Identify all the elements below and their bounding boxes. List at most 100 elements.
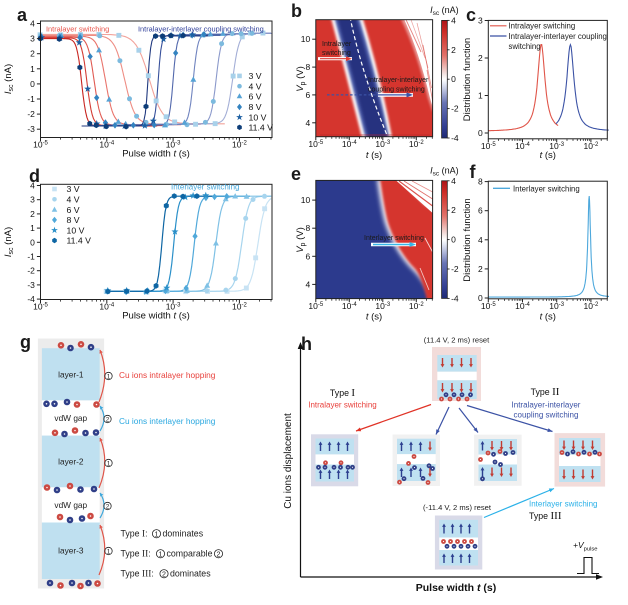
svg-text:switching: switching [509, 42, 541, 51]
svg-text:Intralayer: Intralayer [322, 41, 352, 48]
svg-text:2: 2 [217, 550, 221, 558]
svg-text:+Vpulse: +Vpulse [573, 540, 598, 553]
svg-text:0: 0 [30, 237, 35, 247]
svg-text:2: 2 [106, 416, 110, 423]
svg-text:-3: -3 [27, 280, 35, 290]
svg-text:10-4: 10-4 [99, 302, 114, 312]
svg-text:-4: -4 [27, 294, 35, 304]
svg-text:coupling switching: coupling switching [514, 411, 579, 420]
svg-text:c: c [466, 5, 476, 25]
svg-text:Interlayer switching: Interlayer switching [529, 500, 597, 509]
svg-text:10-2: 10-2 [409, 139, 424, 149]
svg-text:Isc (nA): Isc (nA) [430, 166, 459, 178]
svg-text:6 V: 6 V [249, 91, 262, 101]
svg-text:2: 2 [478, 264, 483, 274]
svg-text:1: 1 [107, 548, 111, 555]
svg-text:10-4: 10-4 [515, 141, 530, 151]
svg-text:Cu ions displacement: Cu ions displacement [283, 413, 294, 509]
svg-text:(-11.4 V, 2 ms) reset: (-11.4 V, 2 ms) reset [423, 503, 492, 512]
svg-text:Intralayer switching: Intralayer switching [308, 401, 376, 410]
svg-text:10-5: 10-5 [308, 301, 323, 311]
svg-text:10-3: 10-3 [166, 302, 181, 312]
svg-text:Interlayer switching: Interlayer switching [513, 184, 580, 193]
svg-text:t (s): t (s) [366, 150, 382, 161]
svg-text:10: 10 [301, 34, 311, 44]
svg-text:2: 2 [451, 205, 456, 215]
svg-text:Type I:: Type I: [121, 529, 148, 540]
svg-text:-2: -2 [27, 109, 35, 119]
svg-text:10 V: 10 V [67, 225, 85, 235]
svg-text:-1: -1 [27, 252, 35, 262]
svg-text:4: 4 [305, 279, 310, 289]
svg-text:layer-3: layer-3 [58, 546, 84, 556]
svg-text:f: f [470, 162, 477, 182]
svg-text:Intralayer switching: Intralayer switching [46, 25, 109, 34]
svg-text:1: 1 [30, 64, 35, 74]
svg-text:2: 2 [106, 503, 110, 510]
svg-text:11.4 V: 11.4 V [67, 236, 92, 246]
svg-text:Intralayer-interlayer coupling: Intralayer-interlayer coupling [509, 32, 607, 41]
svg-text:-2: -2 [451, 264, 459, 274]
svg-text:10 V: 10 V [249, 112, 267, 122]
svg-text:2: 2 [451, 45, 456, 55]
svg-text:10-3: 10-3 [549, 141, 564, 151]
svg-text:4 V: 4 V [67, 195, 80, 205]
svg-text:2: 2 [30, 49, 35, 59]
svg-text:e: e [291, 164, 301, 184]
svg-text:Type III:: Type III: [121, 569, 154, 580]
svg-text:Isc (nA): Isc (nA) [3, 227, 15, 257]
svg-text:3: 3 [478, 16, 483, 26]
svg-text:h: h [301, 334, 312, 354]
svg-text:3 V: 3 V [249, 71, 262, 81]
svg-text:4: 4 [451, 15, 456, 25]
svg-text:Cu ions intralayer hopping: Cu ions intralayer hopping [119, 370, 216, 380]
svg-text:Pulse width t (s): Pulse width t (s) [122, 311, 190, 322]
svg-text:0: 0 [478, 128, 483, 138]
svg-text:4: 4 [30, 19, 35, 29]
svg-text:Vp (V): Vp (V) [295, 227, 307, 253]
svg-text:Isc (nA): Isc (nA) [3, 64, 15, 94]
svg-text:a: a [17, 5, 28, 25]
svg-text:-2: -2 [451, 104, 459, 114]
svg-text:Interlayer switching: Interlayer switching [171, 183, 239, 192]
svg-text:0: 0 [451, 235, 456, 245]
svg-text:10-4: 10-4 [515, 301, 530, 311]
svg-text:8: 8 [305, 62, 310, 72]
svg-text:11.4 V: 11.4 V [249, 123, 274, 133]
svg-text:2: 2 [30, 209, 35, 219]
svg-text:dominates: dominates [163, 529, 204, 539]
svg-text:Pulse width t (s): Pulse width t (s) [122, 149, 190, 160]
svg-text:g: g [20, 332, 31, 352]
svg-text:1: 1 [107, 373, 111, 380]
svg-text:Intralayer-interlayer: Intralayer-interlayer [512, 401, 581, 410]
svg-text:10-2: 10-2 [232, 302, 247, 312]
svg-text:4: 4 [451, 176, 456, 186]
svg-text:dominates: dominates [170, 569, 211, 579]
svg-text:t (s): t (s) [540, 150, 556, 161]
svg-text:Intralayer-interlayer coupling: Intralayer-interlayer coupling switching [138, 25, 264, 34]
svg-text:Pulse width t (s): Pulse width t (s) [416, 582, 497, 594]
svg-text:10-5: 10-5 [481, 301, 496, 311]
svg-text:6: 6 [305, 90, 310, 100]
svg-text:4 V: 4 V [249, 81, 262, 91]
svg-text:Intralayer-interlayer: Intralayer-interlayer [368, 77, 429, 84]
svg-text:4: 4 [305, 118, 310, 128]
svg-text:3 V: 3 V [67, 184, 80, 194]
svg-text:10-2: 10-2 [583, 141, 598, 151]
svg-text:layer-2: layer-2 [58, 457, 84, 467]
svg-text:Isc (nA): Isc (nA) [430, 5, 459, 17]
svg-text:t (s): t (s) [366, 312, 382, 323]
svg-text:vdW gap: vdW gap [54, 500, 87, 510]
svg-text:1: 1 [478, 91, 483, 101]
svg-text:-4: -4 [451, 293, 459, 303]
svg-text:Intralayer switching: Intralayer switching [509, 22, 576, 31]
svg-text:2: 2 [478, 53, 483, 63]
svg-text:6 V: 6 V [67, 205, 80, 215]
svg-text:10-3: 10-3 [166, 140, 181, 150]
svg-text:10-3: 10-3 [375, 139, 390, 149]
svg-text:4: 4 [478, 235, 483, 245]
svg-text:Vp (V): Vp (V) [295, 66, 307, 92]
svg-text:0: 0 [478, 293, 483, 303]
svg-text:8 V: 8 V [249, 102, 262, 112]
svg-text:10-2: 10-2 [232, 140, 247, 150]
